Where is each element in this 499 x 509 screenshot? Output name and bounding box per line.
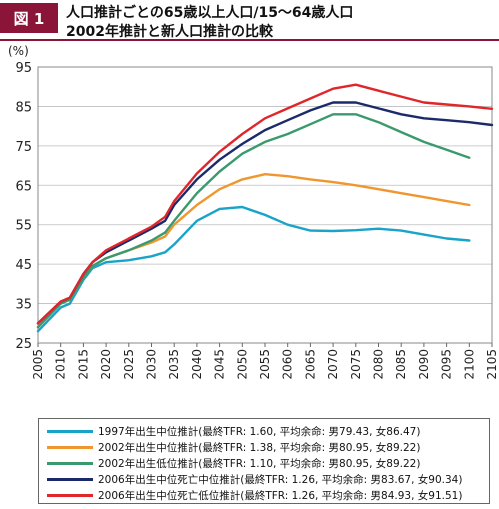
legend-swatch: [47, 445, 93, 449]
legend-swatch: [47, 493, 93, 497]
y-axis-label: (%): [8, 44, 29, 58]
legend-label: 2002年出生低位推計(最終TFR: 1.10, 平均余命: 男80.95, 女…: [98, 457, 421, 470]
x-tick-label: 2035: [167, 349, 181, 380]
y-tick-label: 95: [15, 61, 32, 76]
figure-header: 図 1 人口推計ごとの65歳以上人口/15～64歳人口 2002年推計と新人口推…: [0, 0, 499, 44]
plot-frame: [37, 66, 493, 344]
y-tick-label: 45: [15, 258, 32, 273]
x-tick-label: 2040: [190, 349, 204, 380]
series-line-1: [36, 205, 471, 333]
x-tick-label: 2105: [485, 349, 499, 380]
x-tick-label: 2025: [122, 349, 136, 380]
legend-label: 2002年出生中位推計(最終TFR: 1.38, 平均余命: 男80.95, 女…: [98, 441, 421, 454]
series-layer: [36, 83, 494, 333]
x-tick-label: 2020: [99, 349, 113, 380]
y-tick-label: 25: [15, 337, 32, 352]
legend-entry: 2002年出生低位推計(最終TFR: 1.10, 平均余命: 男80.95, 女…: [47, 455, 420, 471]
y-tick-label: 75: [15, 140, 32, 155]
x-tick-label: 2070: [326, 349, 340, 380]
x-tick-label: 2045: [213, 349, 227, 380]
x-tick-label: 2055: [258, 349, 272, 380]
chart-title: 人口推計ごとの65歳以上人口/15～64歳人口: [66, 5, 354, 21]
grid-layer: [38, 66, 492, 344]
y-tick-label: 85: [15, 100, 32, 115]
legend-label: 2006年出生中位死亡低位推計(最終TFR: 1.26, 平均余命: 男84.9…: [98, 489, 463, 502]
legend-entry: 2006年出生中位死亡中位推計(最終TFR: 1.26, 平均余命: 男83.6…: [47, 471, 462, 487]
legend-entry: 1997年出生中位推計(最終TFR: 1.60, 平均余命: 男79.43, 女…: [47, 423, 420, 439]
series-line-5: [36, 83, 494, 325]
series-line-3: [36, 113, 471, 329]
y-tick-label: 65: [15, 179, 32, 194]
legend-label: 1997年出生中位推計(最終TFR: 1.60, 平均余命: 男79.43, 女…: [98, 425, 421, 438]
line-chart: 25 35 45 55 65 75 85 95 2005 2010 2015 2020 2025 2030…: [8, 44, 499, 380]
x-tick-label: 2095: [440, 349, 454, 380]
series-line-4: [36, 101, 494, 325]
legend-swatch: [47, 429, 93, 433]
x-tick-label: 2080: [372, 349, 386, 380]
x-tick-label: 2090: [417, 349, 431, 380]
x-tick-label: 2100: [462, 349, 476, 380]
x-tick-label: 2085: [394, 349, 408, 380]
x-tick-label: 2010: [54, 349, 68, 380]
legend-label: 2006年出生中位死亡中位推計(最終TFR: 1.26, 平均余命: 男83.6…: [98, 473, 463, 486]
x-tick-label: 2030: [145, 349, 159, 380]
figure-number-badge: 図 1: [0, 3, 58, 33]
x-tick-label: 2060: [281, 349, 295, 380]
legend-entry: 2002年出生中位推計(最終TFR: 1.38, 平均余命: 男80.95, 女…: [47, 439, 420, 455]
x-tick-label: 2075: [349, 349, 363, 380]
x-tick-label: 2005: [31, 349, 45, 380]
chart-subtitle: 2002年推計と新人口推計の比較: [66, 24, 273, 40]
legend-swatch: [47, 477, 93, 481]
series-line-2: [36, 172, 471, 329]
legend-swatch: [47, 461, 93, 465]
header-divider: [0, 39, 499, 41]
legend: 1997年出生中位推計(最終TFR: 1.60, 平均余命: 男79.43, 女…: [38, 418, 490, 504]
y-tick-label: 55: [15, 219, 32, 234]
x-tick-label: 2065: [303, 349, 317, 380]
axis-layer: 25 35 45 55 65 75 85 95 2005 2010 2015 2020 2025 2030…: [15, 61, 499, 380]
legend-entry: 2006年出生中位死亡低位推計(最終TFR: 1.26, 平均余命: 男84.9…: [47, 487, 462, 503]
y-tick-label: 35: [15, 298, 32, 313]
x-tick-label: 2050: [235, 349, 249, 380]
x-tick-label: 2015: [76, 349, 90, 380]
